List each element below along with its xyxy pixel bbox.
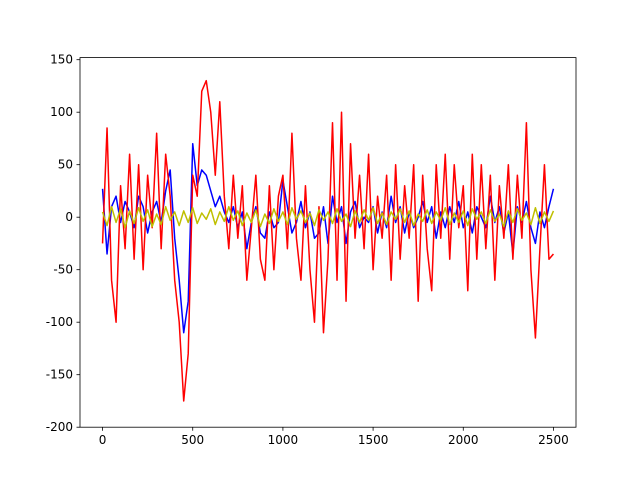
- data-line: [101, 79, 555, 402]
- x-tick-label: 2000: [448, 433, 479, 447]
- x-tick-label: 1500: [358, 433, 389, 447]
- y-tick-label: 150: [50, 53, 73, 67]
- x-tick-label: 500: [181, 433, 204, 447]
- x-tick-label: 1000: [268, 433, 299, 447]
- data-line: [101, 205, 555, 229]
- y-tick-label: 100: [50, 105, 73, 119]
- y-tick-label: -50: [53, 263, 73, 277]
- x-tick-label: 0: [99, 433, 107, 447]
- y-tick-label: -150: [46, 368, 73, 382]
- y-tick-label: -100: [46, 315, 73, 329]
- y-tick-label: 0: [65, 210, 73, 224]
- axes-frame: [79, 57, 577, 428]
- y-tick-label: -200: [46, 420, 73, 434]
- y-tick-label: 50: [58, 158, 73, 172]
- x-tick-label: 2500: [538, 433, 569, 447]
